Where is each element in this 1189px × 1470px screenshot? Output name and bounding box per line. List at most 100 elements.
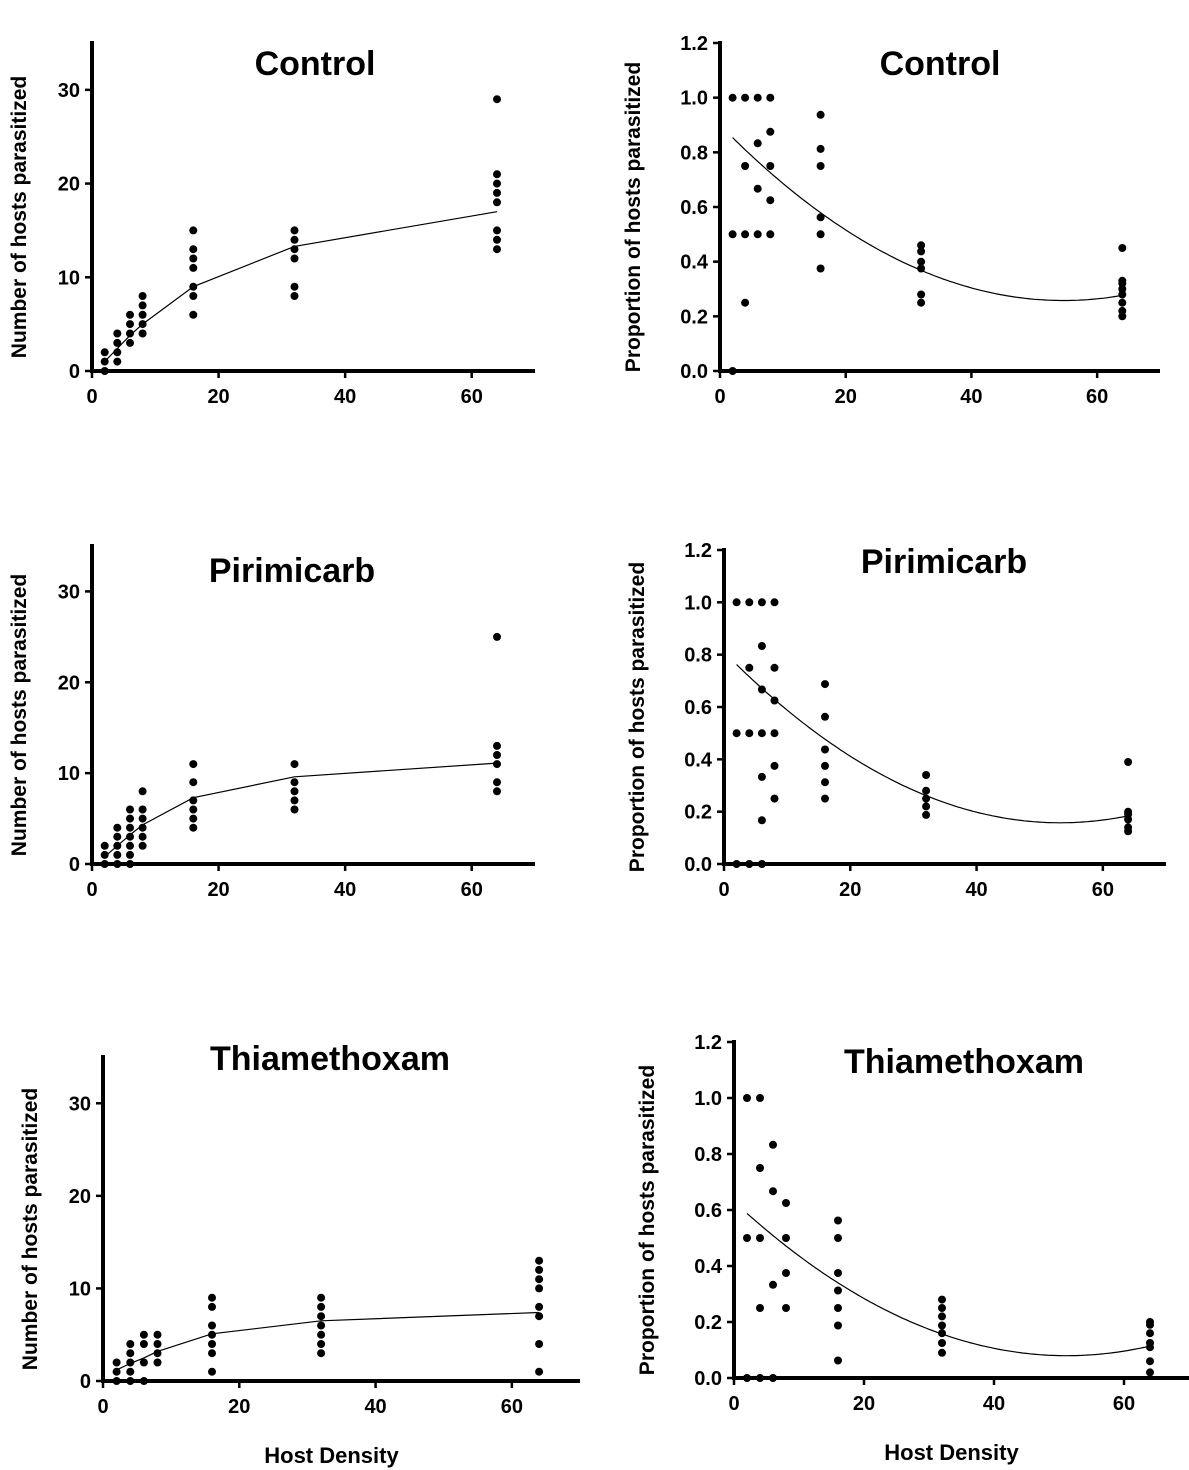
data-point [938,1295,946,1304]
data-point [493,179,501,188]
data-point [834,1356,842,1365]
data-point [1118,244,1127,252]
data-point [126,338,134,347]
data-point [753,184,762,193]
y-axis-label: Proportion of hosts parasitized [622,62,645,372]
y-tick-label: 0.0 [684,854,712,876]
data-point [493,760,501,769]
data-point [126,1377,135,1385]
data-point [938,1312,946,1321]
data-point [756,1094,764,1102]
data-point [1118,290,1127,299]
data-point [113,841,122,850]
data-point [535,1256,544,1265]
data-point [100,348,109,357]
data-point [922,771,931,779]
data-point [290,282,299,291]
x-tick-label: 20 [835,386,857,408]
data-point [1146,1329,1154,1338]
data-point [938,1348,946,1357]
data-point [769,1140,777,1149]
fitted-curve [732,137,1123,302]
data-point [113,329,122,338]
y-tick-label: 1.0 [694,1088,722,1110]
data-point [153,1358,162,1367]
data-point [834,1216,842,1225]
data-point [769,1374,777,1382]
data-point [938,1321,946,1330]
data-point [757,860,766,868]
data-point [493,741,501,750]
data-point [189,245,198,254]
data-point [493,198,501,207]
fitted-curve [746,1212,1151,1357]
data-point [100,357,109,366]
x-tick-label: 0 [97,1396,108,1418]
data-point [112,1358,121,1367]
y-tick-label: 1.0 [684,592,712,614]
x-tick-label: 0 [86,386,97,408]
data-point [766,93,775,102]
data-point [782,1304,790,1312]
data-point [189,263,198,272]
data-point [535,1302,544,1311]
y-axis-label: Proportion of hosts parasitized [626,562,649,872]
data-point [757,598,766,607]
y-tick-label: 0.2 [684,802,712,824]
panel-title: Pirimicarb [209,552,375,590]
y-tick-label: 0.0 [680,361,708,383]
data-point [766,196,775,205]
y-tick-label: 0.4 [684,749,713,771]
data-point [126,850,134,859]
y-tick-label: 0.2 [680,306,708,328]
y-tick-label: 10 [58,763,80,785]
data-point [728,367,737,375]
data-point [741,162,750,170]
y-tick-label: 0.6 [694,1200,722,1222]
data-point [938,1329,946,1338]
data-point [821,778,829,787]
x-tick-label: 60 [1113,1393,1135,1415]
data-point [317,1302,326,1311]
data-point [138,301,147,310]
data-point [208,1367,216,1376]
data-point [757,729,766,738]
y-axis-label: Number of hosts parasitized [8,574,31,856]
data-point [756,1304,764,1312]
data-point [208,1349,216,1358]
data-point [126,310,134,319]
data-point [126,1349,135,1358]
data-point [766,162,775,170]
data-point [756,1164,764,1172]
data-point [757,772,766,781]
data-point [834,1269,842,1277]
y-tick-label: 30 [58,581,80,603]
data-point [139,1358,148,1367]
y-tick-label: 0.6 [680,197,708,219]
data-point [769,1280,777,1289]
data-point [922,794,931,803]
data-point [922,802,931,811]
data-point [834,1321,842,1330]
y-tick-label: 0.8 [694,1144,722,1166]
data-point [493,235,501,244]
data-point [782,1269,790,1277]
x-tick-label: 0 [718,879,729,901]
y-tick-label: 0.4 [680,252,709,274]
data-point [1146,1318,1154,1326]
data-point [1118,285,1127,293]
data-point [112,1377,121,1385]
data-point [917,264,926,273]
y-axis-label: Proportion of hosts parasitized [636,1065,659,1375]
x-tick-label: 60 [461,386,483,408]
y-tick-label: 0.2 [694,1312,722,1334]
y-axis-label: Number of hosts parasitized [19,1088,42,1370]
y-axis-label: Number of hosts parasitized [8,76,31,358]
data-point [782,1234,790,1242]
fitted-curve [116,1311,540,1371]
data-point [757,642,766,650]
data-point [112,1367,121,1376]
data-point [816,264,825,273]
x-tick-label: 0 [86,879,97,901]
data-point [770,663,779,672]
